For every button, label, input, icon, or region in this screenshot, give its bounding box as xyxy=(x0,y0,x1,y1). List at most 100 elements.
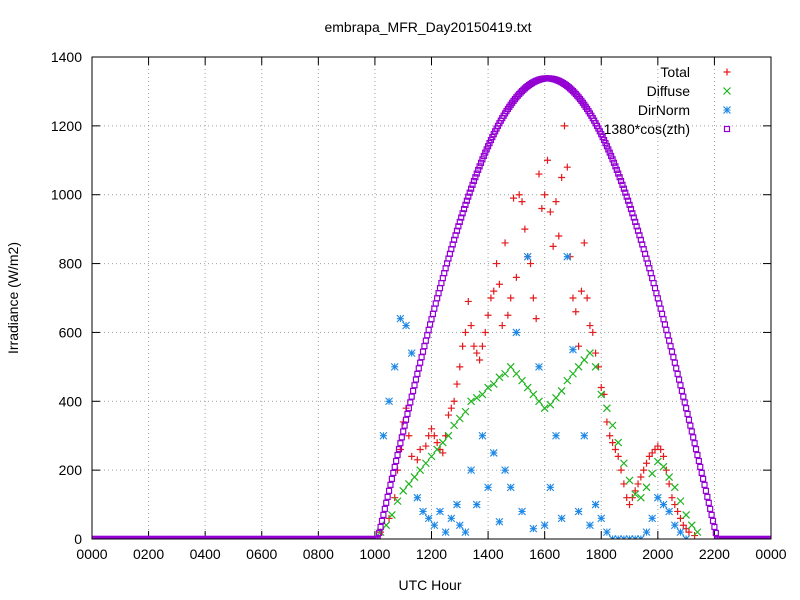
data-point xyxy=(605,146,612,153)
data-point xyxy=(666,337,673,344)
data-point xyxy=(699,475,707,482)
data-point xyxy=(435,290,442,297)
data-point xyxy=(466,189,473,196)
data-point xyxy=(670,354,677,361)
data-point xyxy=(692,446,700,453)
data-point xyxy=(453,380,461,388)
data-point xyxy=(478,342,486,350)
data-point xyxy=(382,521,391,530)
data-point xyxy=(691,440,698,447)
data-point xyxy=(616,174,623,181)
data-point xyxy=(467,397,476,406)
data-point xyxy=(637,473,645,481)
data-point xyxy=(427,452,436,461)
data-point xyxy=(433,439,441,447)
data-point xyxy=(490,287,498,295)
data-point xyxy=(394,451,401,459)
data-point xyxy=(664,332,671,339)
data-point xyxy=(484,311,492,319)
data-point xyxy=(495,373,504,382)
data-point xyxy=(374,535,381,539)
data-point xyxy=(586,521,594,530)
data-point xyxy=(408,393,415,400)
data-point xyxy=(687,521,696,530)
data-point xyxy=(586,349,594,358)
data-point xyxy=(476,163,483,170)
data-point xyxy=(489,380,498,388)
data-point xyxy=(591,500,600,509)
data-point xyxy=(402,321,410,330)
data-point xyxy=(629,210,636,217)
data-point xyxy=(477,159,485,166)
y-tick-label: 200 xyxy=(59,462,83,478)
data-point xyxy=(643,459,651,467)
data-point xyxy=(687,422,694,429)
data-point xyxy=(535,362,543,371)
data-point xyxy=(450,397,458,405)
data-point xyxy=(620,185,627,192)
data-point xyxy=(410,387,417,395)
data-point xyxy=(402,416,410,423)
data-point xyxy=(563,252,572,261)
data-point xyxy=(648,469,657,478)
data-point xyxy=(398,434,405,441)
data-point xyxy=(390,469,397,476)
data-point xyxy=(649,274,656,282)
data-point xyxy=(670,483,679,492)
data-point xyxy=(459,342,467,350)
data-point xyxy=(381,505,388,512)
data-point xyxy=(627,205,635,213)
data-point xyxy=(543,156,551,164)
x-tick-label: 0800 xyxy=(303,546,334,562)
data-point xyxy=(705,499,712,506)
data-point xyxy=(515,191,523,199)
data-point xyxy=(518,376,526,385)
data-point xyxy=(622,189,629,196)
x-tick-label: 2000 xyxy=(642,546,673,562)
data-point xyxy=(619,459,628,468)
data-point xyxy=(597,390,606,399)
data-point xyxy=(518,507,526,516)
data-point xyxy=(472,500,481,509)
data-point xyxy=(501,369,509,378)
data-point xyxy=(506,483,515,492)
data-point xyxy=(665,507,674,516)
data-point xyxy=(393,457,400,465)
data-point xyxy=(684,410,691,418)
data-point xyxy=(456,218,463,226)
data-point xyxy=(422,337,429,344)
data-point xyxy=(484,483,492,492)
data-point xyxy=(507,294,515,302)
data-point xyxy=(694,451,701,459)
x-ticks: 0000 0200 0400 0600 0800 1000 1200 1400 1600 1800… xyxy=(76,57,787,562)
data-point xyxy=(421,459,430,468)
legend-item-1380-cos-zth: 1380*cos(zth) xyxy=(604,121,731,137)
data-point xyxy=(462,201,469,208)
data-point xyxy=(677,382,684,389)
data-point xyxy=(464,297,472,305)
data-point xyxy=(397,440,404,447)
data-point xyxy=(470,177,478,185)
data-point xyxy=(709,517,717,525)
data-point xyxy=(660,316,667,323)
data-point xyxy=(648,514,657,523)
data-point xyxy=(404,479,413,488)
data-point xyxy=(441,528,450,537)
data-point xyxy=(552,431,560,440)
chart-title: embrapa_MFR_Day20150419.txt xyxy=(324,19,531,35)
data-point xyxy=(538,204,546,212)
data-point xyxy=(407,399,414,406)
data-point xyxy=(659,500,668,509)
x-tick-label: 0400 xyxy=(190,546,221,562)
y-tick-label: 400 xyxy=(59,393,83,409)
legend: Total Diffuse DirNorm 1380*cos(zth) xyxy=(604,64,731,137)
data-point xyxy=(376,529,383,537)
y-axis-label: Irradiance (W/m2) xyxy=(5,242,21,354)
data-point xyxy=(489,449,498,457)
data-point xyxy=(436,507,444,516)
data-point xyxy=(693,528,702,537)
data-point xyxy=(698,469,705,476)
data-point xyxy=(546,483,555,492)
data-point xyxy=(654,295,661,302)
x-tick-label: 1400 xyxy=(473,546,504,562)
